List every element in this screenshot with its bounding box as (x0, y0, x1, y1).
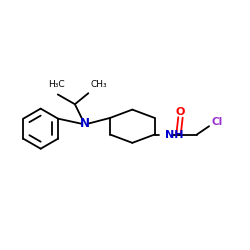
Text: NH: NH (165, 130, 184, 140)
Text: Cl: Cl (212, 117, 223, 127)
Text: CH₃: CH₃ (90, 80, 107, 89)
Text: H₃C: H₃C (48, 80, 65, 89)
Text: O: O (176, 107, 185, 117)
Text: N: N (80, 117, 90, 130)
